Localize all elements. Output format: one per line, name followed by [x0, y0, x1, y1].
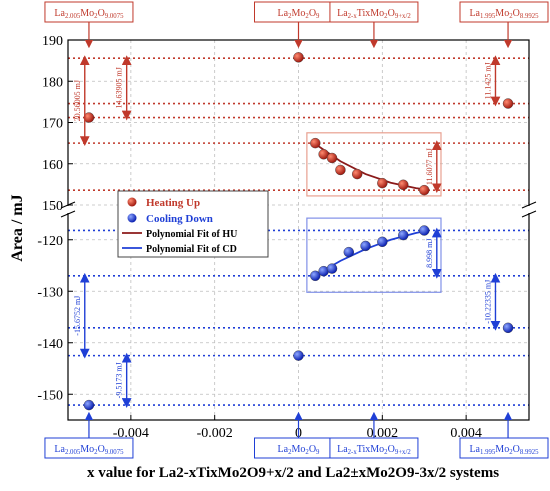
cooling-point: [377, 236, 388, 248]
dimension-label: 14.63905 mJ: [115, 67, 124, 108]
axis-break-gap: [523, 206, 535, 213]
dimension-label: -10.22335 mJ: [483, 280, 492, 324]
legend-label-cd-fit: Polynomial Fit of CD: [146, 244, 237, 255]
y-tick-label: 180: [42, 75, 63, 90]
axis-break-mark: [60, 210, 76, 218]
y-tick-label: 190: [42, 34, 63, 49]
cooling-point: [343, 246, 354, 258]
x-tick-label: -0.002: [197, 426, 233, 441]
sample-label-box: [459, 437, 549, 459]
axis-break-mark: [521, 210, 537, 218]
dimension-label: -15.6752 mJ: [73, 296, 82, 336]
legend-marker-heating: [127, 197, 137, 207]
sample-label-text: La2.005Mo2O9.0075: [54, 8, 124, 20]
cooling-point: [293, 350, 304, 361]
x-tick-label: 0.004: [450, 426, 482, 441]
cooling-point: [83, 399, 95, 411]
sample-label-text: La1.995Mo2O8.9925: [469, 8, 539, 20]
sample-label-text: La2Mo2O9: [278, 444, 321, 456]
legend: Heating Up Cooling Down Polynomial Fit of …: [117, 190, 269, 258]
cooling-point: [398, 229, 409, 241]
sample-label-text: La2-xTixMo2O9+x/2: [337, 8, 411, 20]
heating-point: [351, 168, 363, 180]
dimension-label: 11.1425 mJ: [483, 62, 492, 99]
y-axis-label: Area / mJ: [9, 194, 26, 261]
y-tick-label: 170: [42, 117, 63, 132]
axis-break-mark: [521, 201, 537, 209]
dimension-label: 20.56005 mJ: [73, 80, 82, 121]
sample-label-box: [459, 1, 549, 23]
x-tick-label: -0.004: [113, 426, 149, 441]
heating-point: [502, 98, 514, 109]
cooling-point: [360, 240, 371, 252]
heating-point: [293, 52, 304, 63]
heating-point: [398, 179, 409, 190]
y-tick-label: 150: [42, 199, 63, 214]
y-tick-label: -150: [37, 388, 63, 403]
y-tick-label: 160: [42, 158, 63, 173]
sample-label-text: La2.005Mo2O9.0075: [54, 444, 124, 456]
legend-marker-cooling: [127, 213, 137, 223]
cooling-point: [310, 270, 321, 281]
dimension-label: -9.5173 mJ: [115, 362, 124, 398]
x-axis-label: x value for La2-xTixMo2O9+x/2 and La2±xM…: [87, 465, 499, 481]
legend-box: [117, 190, 269, 258]
y-tick-label: -130: [37, 285, 63, 300]
cooling-point: [326, 263, 338, 274]
axis-break-gap: [62, 206, 74, 213]
sample-label-text: La2Mo2O9: [278, 8, 321, 20]
heating-point: [377, 177, 388, 189]
dimension-label: 8.998 mJ: [425, 238, 434, 267]
y-tick-label: -140: [37, 337, 63, 352]
legend-label-hu-fit: Polynomial Fit of HU: [146, 229, 237, 240]
heating-point: [419, 184, 430, 196]
sample-label-text: La1.995Mo2O8.9925: [469, 444, 539, 456]
heating-point: [335, 164, 346, 176]
legend-label-cooling: Cooling Down: [146, 213, 213, 225]
heating-point: [326, 152, 338, 164]
cooling-point: [419, 225, 430, 236]
legend-label-heating: Heating Up: [146, 197, 200, 209]
cooling-point: [502, 322, 514, 334]
dimension-label: 11.6077 mJ: [425, 148, 434, 185]
heating-point: [310, 137, 321, 149]
fit-curve: [314, 143, 429, 191]
sample-label-text: La2-xTixMo2O9+x/2: [337, 444, 411, 456]
y-tick-label: -120: [37, 234, 63, 249]
